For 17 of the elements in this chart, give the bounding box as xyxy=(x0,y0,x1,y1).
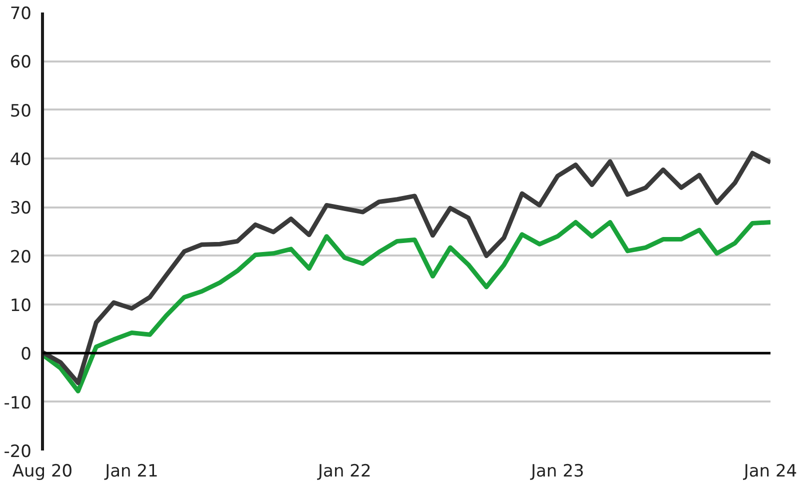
y-tick-label: 60 xyxy=(10,52,32,73)
y-tick-label: 0 xyxy=(20,344,32,365)
y-tick-label: 30 xyxy=(10,198,32,219)
y-tick-label: 50 xyxy=(10,101,32,122)
x-tick-label: Jan 21 xyxy=(104,462,158,482)
y-tick-label: -20 xyxy=(4,442,32,462)
line-series xyxy=(42,220,770,394)
y-tick-label: 40 xyxy=(10,150,32,170)
y-tick-label: 10 xyxy=(10,296,32,316)
x-tick-label: Jan 22 xyxy=(317,462,372,482)
x-tick-label: Jan 23 xyxy=(530,462,584,482)
y-tick-label: 20 xyxy=(10,247,32,268)
line-series xyxy=(42,150,770,386)
y-tick-label: -10 xyxy=(4,393,32,414)
x-tick-label: Jan 24 xyxy=(742,462,798,482)
x-tick-label: Aug 20 xyxy=(12,462,73,482)
y-tick-label: 70 xyxy=(10,4,32,24)
